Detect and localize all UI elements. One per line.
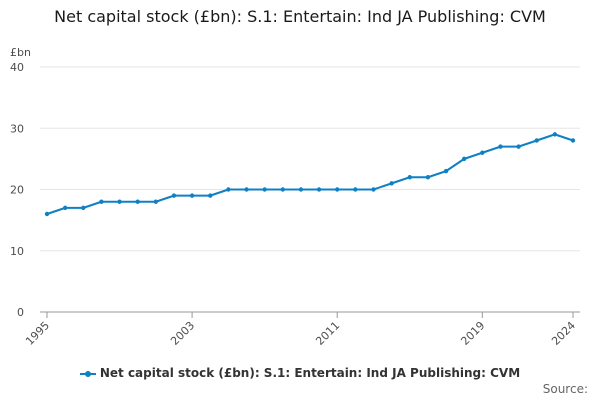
- x-tick-label: 2003: [168, 319, 197, 348]
- data-point: [461, 156, 467, 162]
- data-point: [516, 144, 521, 149]
- data-point: [534, 138, 539, 143]
- chart-title: Net capital stock (£bn): S.1: Entertain:…: [54, 7, 546, 26]
- y-tick-label: 20: [10, 184, 24, 197]
- data-point: [189, 193, 195, 198]
- data-point: [244, 187, 249, 192]
- y-tick-label: 30: [10, 122, 24, 135]
- data-point: [316, 187, 322, 192]
- x-tick-label: 2024: [549, 319, 578, 348]
- data-point: [371, 187, 376, 192]
- data-point: [335, 187, 340, 192]
- data-point: [117, 199, 122, 204]
- data-point: [226, 187, 231, 192]
- y-tick-label: 0: [17, 306, 24, 319]
- data-point: [280, 187, 285, 192]
- legend: Net capital stock (£bn): S.1: Entertain:…: [0, 366, 600, 380]
- y-axis-ticks: 0 10 20 30 40: [10, 61, 24, 319]
- x-axis: 1995 2003 2011 2019 2024: [23, 312, 578, 348]
- y-tick-label: 40: [10, 61, 24, 74]
- data-point: [135, 199, 140, 204]
- source-label: Source:: [542, 382, 588, 396]
- data-point: [407, 175, 412, 180]
- data-point: [353, 187, 358, 192]
- x-tick-label: 2011: [313, 319, 342, 348]
- data-point: [552, 132, 558, 137]
- data-point: [443, 168, 449, 174]
- x-tick-label: 1995: [23, 319, 52, 348]
- data-point: [81, 205, 86, 211]
- data-point: [153, 199, 159, 204]
- legend-label: Net capital stock (£bn): S.1: Entertain:…: [99, 366, 521, 380]
- data-point: [425, 175, 431, 180]
- data-point: [171, 193, 177, 198]
- data-point: [480, 150, 485, 155]
- series-group: [44, 132, 576, 217]
- y-axis-unit-label: £bn: [10, 46, 31, 59]
- x-tick-label: 2019: [458, 319, 487, 348]
- data-point: [570, 138, 576, 143]
- data-point: [99, 199, 104, 204]
- data-point: [262, 187, 267, 192]
- data-point: [389, 181, 394, 186]
- data-point: [298, 187, 304, 192]
- data-point: [498, 144, 503, 149]
- series-line: [46, 133, 574, 215]
- data-point: [62, 205, 68, 211]
- y-tick-label: 10: [10, 245, 24, 258]
- legend-marker-icon: [79, 369, 96, 379]
- data-point: [44, 211, 50, 217]
- data-point: [208, 193, 213, 198]
